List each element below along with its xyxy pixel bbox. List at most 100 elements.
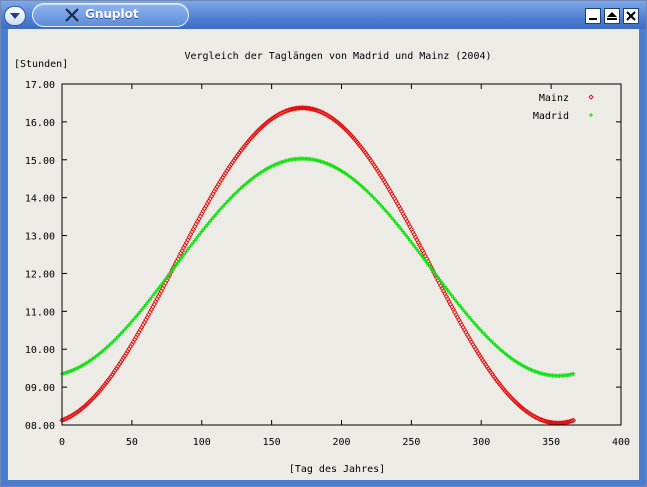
y-axis-label: [Stunden] bbox=[14, 59, 68, 70]
data-point bbox=[309, 106, 315, 112]
data-point bbox=[266, 118, 272, 124]
plot-frame bbox=[61, 83, 622, 426]
x-tick-label: 250 bbox=[402, 437, 420, 448]
y-tick-label: 10.00 bbox=[25, 345, 55, 356]
data-point bbox=[262, 121, 268, 128]
x-tick-label: 400 bbox=[612, 437, 630, 448]
data-point bbox=[238, 148, 244, 154]
data-point bbox=[442, 291, 448, 297]
data-point bbox=[440, 288, 447, 294]
data-point bbox=[545, 419, 551, 425]
data-point bbox=[544, 418, 550, 425]
minimize-icon bbox=[589, 18, 597, 20]
data-point bbox=[412, 234, 419, 240]
data-point bbox=[443, 293, 449, 300]
chart-title: Vergleich der Taglängen von Madrid und M… bbox=[184, 51, 491, 62]
y-tick-label: 17.00 bbox=[25, 80, 55, 91]
minimize-button[interactable] bbox=[585, 8, 601, 24]
data-point bbox=[267, 117, 273, 123]
data-point bbox=[157, 291, 163, 297]
data-point bbox=[98, 386, 104, 392]
data-point bbox=[570, 417, 577, 423]
data-point bbox=[76, 408, 82, 414]
data-point bbox=[235, 151, 241, 158]
data-point bbox=[91, 394, 97, 400]
data-point bbox=[183, 239, 190, 246]
data-point bbox=[242, 142, 248, 148]
data-point bbox=[182, 242, 188, 248]
data-point bbox=[83, 402, 89, 408]
data-point bbox=[94, 391, 100, 397]
y-tick-label: 08.00 bbox=[25, 421, 55, 432]
y-tick-label: 15.00 bbox=[25, 156, 55, 167]
data-point bbox=[88, 397, 94, 403]
data-point bbox=[73, 410, 79, 416]
data-point bbox=[102, 381, 108, 387]
data-point bbox=[243, 140, 250, 147]
day-length-chart: Vergleich der Taglängen von Madrid und M… bbox=[14, 51, 630, 475]
x-tick-label: 300 bbox=[472, 437, 490, 448]
data-point bbox=[105, 377, 111, 383]
title-bar[interactable]: Gnuplot bbox=[1, 1, 646, 29]
data-point bbox=[569, 418, 575, 424]
data-point bbox=[239, 146, 245, 152]
data-point bbox=[535, 415, 542, 422]
x-tick-label: 150 bbox=[263, 437, 281, 448]
data-point bbox=[537, 416, 543, 422]
data-point bbox=[85, 400, 92, 406]
data-point bbox=[81, 403, 87, 410]
data-point bbox=[99, 384, 106, 391]
data-point bbox=[241, 144, 247, 150]
x-tick-label: 350 bbox=[542, 437, 560, 448]
close-button[interactable] bbox=[623, 8, 639, 24]
data-point bbox=[268, 116, 275, 122]
data-point bbox=[97, 388, 103, 394]
window-title-tab[interactable]: Gnuplot bbox=[32, 3, 189, 27]
data-point bbox=[250, 132, 257, 139]
series-madrid bbox=[60, 156, 576, 378]
data-point bbox=[257, 125, 264, 131]
window-title: Gnuplot bbox=[85, 7, 139, 21]
data-point bbox=[78, 406, 85, 412]
window-menu-button[interactable] bbox=[4, 6, 26, 26]
data-point bbox=[253, 129, 259, 136]
data-point bbox=[185, 237, 191, 243]
y-tick-label: 12.00 bbox=[25, 269, 55, 280]
data-point bbox=[179, 247, 185, 254]
plot-area: Vergleich der Taglängen von Madrid und M… bbox=[8, 29, 639, 480]
data-point bbox=[74, 409, 81, 415]
data-point bbox=[158, 288, 164, 294]
data-point bbox=[248, 135, 254, 142]
data-point bbox=[542, 418, 549, 424]
x-tick-label: 50 bbox=[126, 437, 138, 448]
data-point bbox=[312, 107, 318, 113]
data-point bbox=[315, 108, 321, 114]
data-point bbox=[95, 389, 101, 396]
maximize-button[interactable] bbox=[604, 8, 620, 24]
data-point bbox=[108, 373, 114, 380]
y-tick-label: 11.00 bbox=[25, 307, 55, 318]
data-point bbox=[264, 119, 271, 125]
data-point bbox=[419, 247, 426, 254]
data-point bbox=[538, 417, 544, 423]
x-tick-label: 200 bbox=[332, 437, 350, 448]
close-icon bbox=[626, 11, 636, 21]
data-point bbox=[249, 134, 255, 140]
data-point bbox=[155, 293, 162, 300]
legend-marker-madrid bbox=[589, 113, 593, 117]
data-point bbox=[540, 417, 546, 423]
data-point bbox=[260, 123, 266, 129]
data-point bbox=[308, 106, 314, 112]
data-point bbox=[87, 398, 93, 404]
chevron-down-icon bbox=[10, 13, 20, 19]
data-point bbox=[154, 296, 160, 302]
y-tick-label: 14.00 bbox=[25, 194, 55, 205]
data-point bbox=[414, 237, 420, 243]
data-point bbox=[77, 407, 83, 413]
data-point bbox=[80, 405, 86, 411]
data-point bbox=[236, 149, 243, 156]
data-point bbox=[313, 107, 319, 113]
data-point bbox=[180, 245, 187, 251]
data-point bbox=[71, 411, 78, 417]
